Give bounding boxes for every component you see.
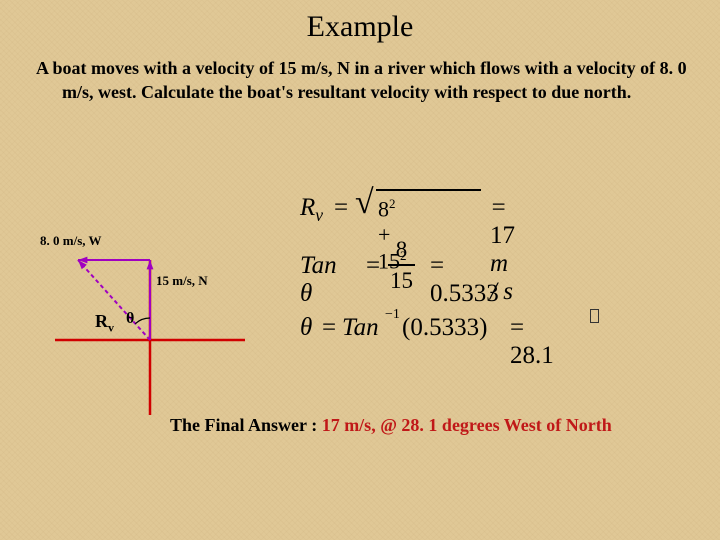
label-west-vector: 8. 0 m/s, W xyxy=(40,233,102,249)
vector-diagram xyxy=(20,230,270,430)
page-title: Example xyxy=(0,0,720,44)
sqrt-icon: √ xyxy=(355,184,374,222)
label-north-vector: 15 m/s, N xyxy=(156,273,208,289)
final-answer-value: 17 m/s, @ 28. 1 degrees West of North xyxy=(322,415,612,435)
final-answer: The Final Answer : 17 m/s, @ 28. 1 degre… xyxy=(170,415,612,436)
label-theta: θ xyxy=(126,310,134,328)
problem-text: A boat moves with a velocity of 15 m/s, … xyxy=(44,44,720,105)
degree-placeholder-icon xyxy=(590,309,599,323)
label-resultant: Rv xyxy=(95,311,114,336)
